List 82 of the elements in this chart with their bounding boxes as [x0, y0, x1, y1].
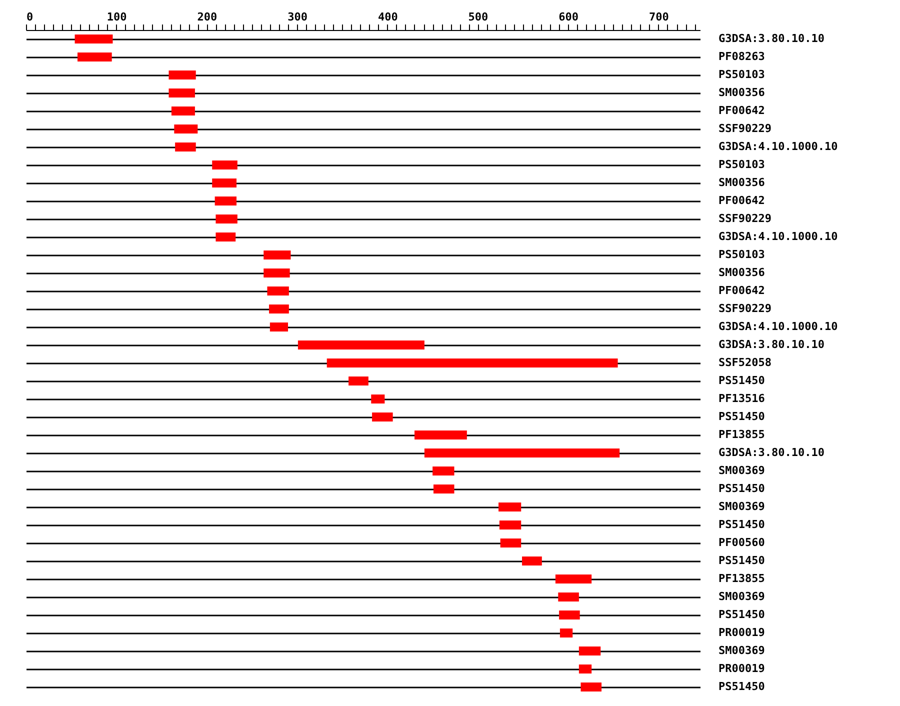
bar — [174, 124, 198, 134]
y-tick-label: SSF90229 — [718, 302, 772, 315]
bar — [424, 448, 620, 458]
bar — [555, 574, 592, 584]
bar — [74, 34, 113, 44]
bar — [433, 484, 454, 494]
y-tick-label: PS51450 — [718, 680, 765, 693]
y-tick-label: SM00356 — [718, 86, 766, 99]
y-tick-label: PF00560 — [718, 536, 765, 549]
bar — [214, 196, 237, 206]
bar — [212, 178, 237, 188]
y-tick-label: SM00356 — [718, 266, 766, 279]
bar — [414, 430, 467, 440]
x-tick-label: 600 — [558, 10, 579, 24]
bar — [267, 286, 289, 296]
bar — [578, 664, 592, 674]
bar — [212, 160, 238, 170]
y-tick-label: G3DSA:3.80.10.10 — [718, 338, 824, 351]
y-tick-label: PS51450 — [718, 374, 765, 387]
y-tick-label: G3DSA:4.10.1000.10 — [718, 140, 838, 153]
y-tick-label: PS51450 — [718, 608, 765, 621]
y-tick-label: SM00356 — [718, 176, 766, 189]
y-tick-label: PS50103 — [718, 68, 765, 81]
x-tick-label: 0 — [26, 10, 34, 24]
y-tick-label: PS50103 — [718, 248, 765, 261]
y-tick-label: PS50103 — [718, 158, 765, 171]
y-tick-label: G3DSA:3.80.10.10 — [718, 446, 824, 459]
y-tick-label: SSF52058 — [718, 356, 772, 369]
bar — [500, 538, 522, 548]
bar — [168, 88, 195, 98]
bar — [499, 520, 522, 530]
y-tick-label: PF00642 — [718, 284, 765, 297]
bar — [175, 142, 196, 152]
bar — [371, 394, 385, 404]
x-tick-label: 400 — [378, 10, 398, 24]
y-tick-label: PS51450 — [718, 410, 765, 423]
y-tick-label: PR00019 — [718, 626, 765, 639]
y-tick-label: PF13855 — [718, 572, 765, 585]
bar — [298, 340, 424, 350]
bar — [578, 646, 601, 656]
bar — [560, 628, 573, 638]
y-tick-label: G3DSA:3.80.10.10 — [718, 32, 824, 45]
y-tick-label: SSF90229 — [718, 212, 772, 225]
y-tick-label: PF08263 — [718, 50, 765, 63]
x-tick-label: 100 — [106, 10, 127, 24]
y-tick-label: PF13855 — [718, 428, 765, 441]
y-tick-label: PF00642 — [718, 104, 765, 117]
bar — [559, 610, 580, 620]
bar — [264, 250, 291, 260]
y-tick-label: SM00369 — [718, 500, 765, 513]
bar — [348, 376, 368, 386]
bar — [498, 502, 522, 512]
bar — [269, 304, 289, 314]
y-tick-label: SM00369 — [718, 644, 765, 657]
bar — [78, 52, 112, 62]
y-tick-label: PF00642 — [718, 194, 765, 207]
y-tick-label: PS51450 — [718, 554, 765, 567]
y-tick-label: PR00019 — [718, 662, 765, 675]
x-tick-label: 500 — [468, 10, 488, 24]
bar — [171, 106, 195, 116]
x-tick-label: 300 — [288, 10, 308, 24]
bar — [216, 214, 238, 224]
bar — [432, 466, 454, 476]
y-tick-label: PS51450 — [718, 518, 765, 531]
bar — [522, 556, 542, 566]
bar — [264, 268, 290, 278]
bar — [168, 70, 196, 80]
bar — [326, 358, 618, 368]
x-tick-label: 200 — [197, 10, 218, 24]
y-tick-label: PS51450 — [718, 482, 765, 495]
y-tick-label: SSF90229 — [718, 122, 772, 135]
bar — [558, 592, 579, 602]
y-tick-label: SM00369 — [718, 464, 765, 477]
bar — [372, 412, 393, 422]
y-tick-label: SM00369 — [718, 590, 765, 603]
x-tick-label: 700 — [649, 10, 669, 24]
bar — [580, 682, 602, 692]
bar — [216, 232, 236, 242]
y-tick-label: G3DSA:4.10.1000.10 — [718, 230, 838, 243]
y-tick-label: G3DSA:4.10.1000.10 — [718, 320, 838, 333]
y-tick-label: PF13516 — [718, 392, 766, 405]
bar — [270, 322, 288, 332]
